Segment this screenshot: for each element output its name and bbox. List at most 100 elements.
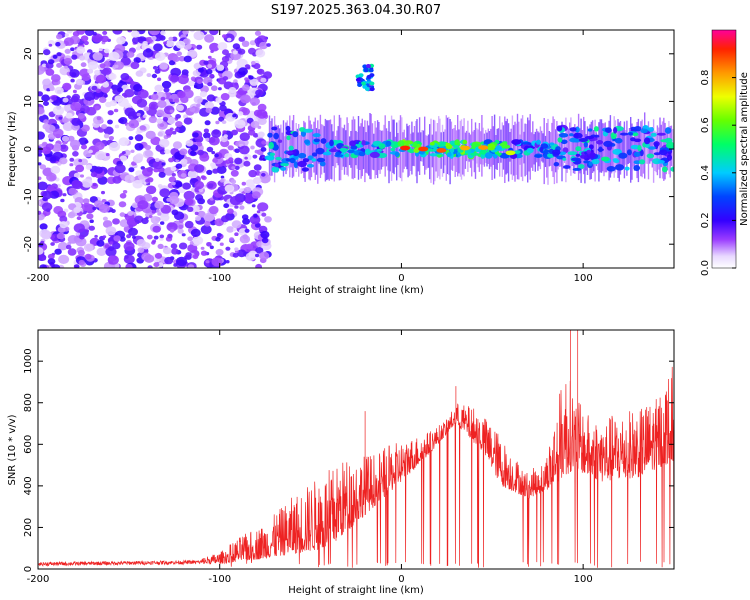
spectrogram-noise-cell [241,181,246,186]
spectrogram-noise-cell [207,55,212,59]
spectrogram-noise-cell [145,212,151,217]
colorbar: 0.0 0.2 0.4 0.6 0.8 Normalized spectral ampl… [700,29,750,276]
spectrogram-band-cell [339,147,348,152]
spectrogram-noise-cell [130,61,140,70]
spectrogram-band-cell [306,163,315,168]
spectrogram-noise-cell [224,184,235,193]
y-tick-label: 600 [23,435,34,454]
spectrogram-noise-cell [130,149,135,153]
spectrogram-noise-cell [102,67,112,75]
spectrogram-noise-cell [104,53,110,58]
spectrogram-band-smear [570,117,572,176]
spectrogram-noise-cell [118,117,128,125]
spectrogram-noise-cell [38,153,43,157]
colorbar-tick-label: 0.0 [700,260,711,276]
spectrogram-noise-cell [105,226,117,236]
spectrogram-noise-cell [253,177,262,185]
spectrogram-noise-cell [47,59,55,65]
spectrogram-noise-cell [135,46,141,51]
spectrogram-band-smear [421,130,423,162]
spectrogram-band-smear [660,124,662,168]
spectrogram-band-cell [610,132,617,140]
spectrogram-noise-cell [187,49,198,59]
spectrogram-band-cell [275,156,282,161]
spectrogram-noise-cell [165,129,174,136]
spectrogram-noise-cell [221,215,230,223]
spectrogram-band-cell [653,152,661,156]
spectrogram-noise-cell [164,149,171,155]
spectrogram-band-cell [575,153,581,157]
spectrogram-noise-cell [175,121,183,128]
spectrogram-noise-cell [91,85,98,91]
spectrogram-noise-cell [234,205,239,209]
spectrogram-band-cell [344,153,350,158]
spectrogram-noise-cell [145,178,151,183]
spectrogram-noise-cell [182,30,189,35]
spectrogram-noise-cell [127,30,133,33]
spectrogram-noise-cell [231,166,236,170]
spectrogram-band-cell [271,166,280,173]
spectrogram-noise-cell [206,146,214,153]
spectrogram-noise-cell [50,165,61,174]
spectrogram-noise-cell [232,50,238,55]
spectrogram-noise-cell [100,35,109,43]
spectrogram-noise-cell [64,48,71,54]
spectrogram-noise-cell [119,219,130,228]
spectrogram-noise-cell [238,67,248,76]
spectrogram-noise-cell [64,33,69,37]
spectrogram-noise-cell [52,128,64,138]
spectrogram-band-smear [322,124,324,167]
spectrogram-noise-cell [183,38,191,45]
spectrogram-band-smear [595,132,598,167]
spectrogram-noise-cell [239,234,251,244]
spectrogram-noise-cell [196,44,203,50]
spectrogram-noise-cell [88,149,93,154]
spectrogram-noise-cell [137,174,145,180]
spectrogram-noise-cell [57,226,66,233]
spectrogram-noise-cell [62,122,74,132]
spectrogram-band-cell [562,157,567,161]
spectrogram-band-smear [516,113,519,180]
spectrogram-band-cell [369,151,380,158]
spectrogram-band-cell [453,145,460,149]
spectrogram-noise-cell [253,214,258,218]
spectrogram-band-cell [667,154,672,161]
spectrogram-noise-cell [128,224,134,229]
spectrogram-noise-cell [96,240,105,247]
spectrogram-band-cell [449,148,455,153]
spectrogram-noise-cell [153,235,159,240]
spectrogram-noise-cell [38,254,47,261]
spectrogram-band-cell [567,151,578,156]
spectrogram-noise-cell [188,80,195,87]
spectrogram-noise-cell [67,135,75,142]
spectrogram-noise-cell [231,129,238,136]
spectrogram-band-smear [432,119,435,185]
spectrogram-noise-cell [132,235,136,239]
spectrogram-band-cell [484,152,493,159]
spectrogram-band-smear [624,130,627,165]
spectrogram-noise-cell [150,93,159,101]
spectrogram-noise-cell [135,153,144,161]
spectrogram-band-smear [385,128,388,167]
spectrogram-noise-cell [102,220,113,228]
spectrogram-band-cell [612,148,622,155]
y-tick-label: -20 [23,236,34,252]
spectrogram-noise-cell [157,212,162,216]
spectrogram-noise-cell [176,256,188,267]
spectrogram-band-smear [622,127,624,166]
spectrogram-band-cell [403,140,414,145]
y-tick-label: 400 [23,476,34,495]
spectrogram-band-smear [299,135,301,164]
spectrogram-noise-cell [238,36,246,42]
spectrogram-band-cell [574,126,580,133]
spectrogram-band-smear [281,132,283,163]
spectrogram-noise-cell [79,55,86,61]
spectrogram-noise-cell [101,190,105,195]
spectrogram-band-cell [624,166,630,171]
spectrogram-band-cell [634,126,642,132]
x-tick-label: -200 [27,574,50,585]
spectrogram-band-cell [297,160,307,168]
spectrogram-band-smear [659,117,661,179]
spectrogram-noise-cell [190,228,201,237]
